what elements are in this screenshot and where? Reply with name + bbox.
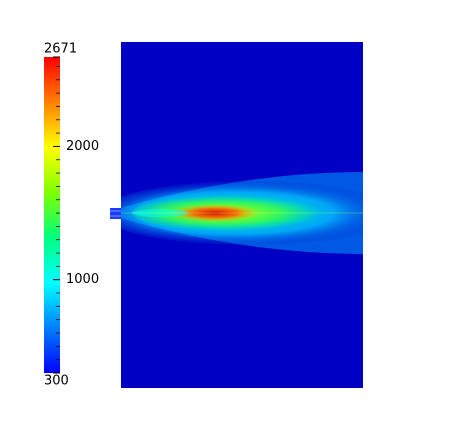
tick-label: 2671 xyxy=(44,42,77,57)
inlet xyxy=(110,208,121,219)
tick-label: 300 xyxy=(44,374,69,389)
colorbar xyxy=(44,57,60,373)
flame xyxy=(121,171,363,255)
tick-label: 2000 xyxy=(66,139,99,154)
tick-label: 1000 xyxy=(66,272,99,287)
